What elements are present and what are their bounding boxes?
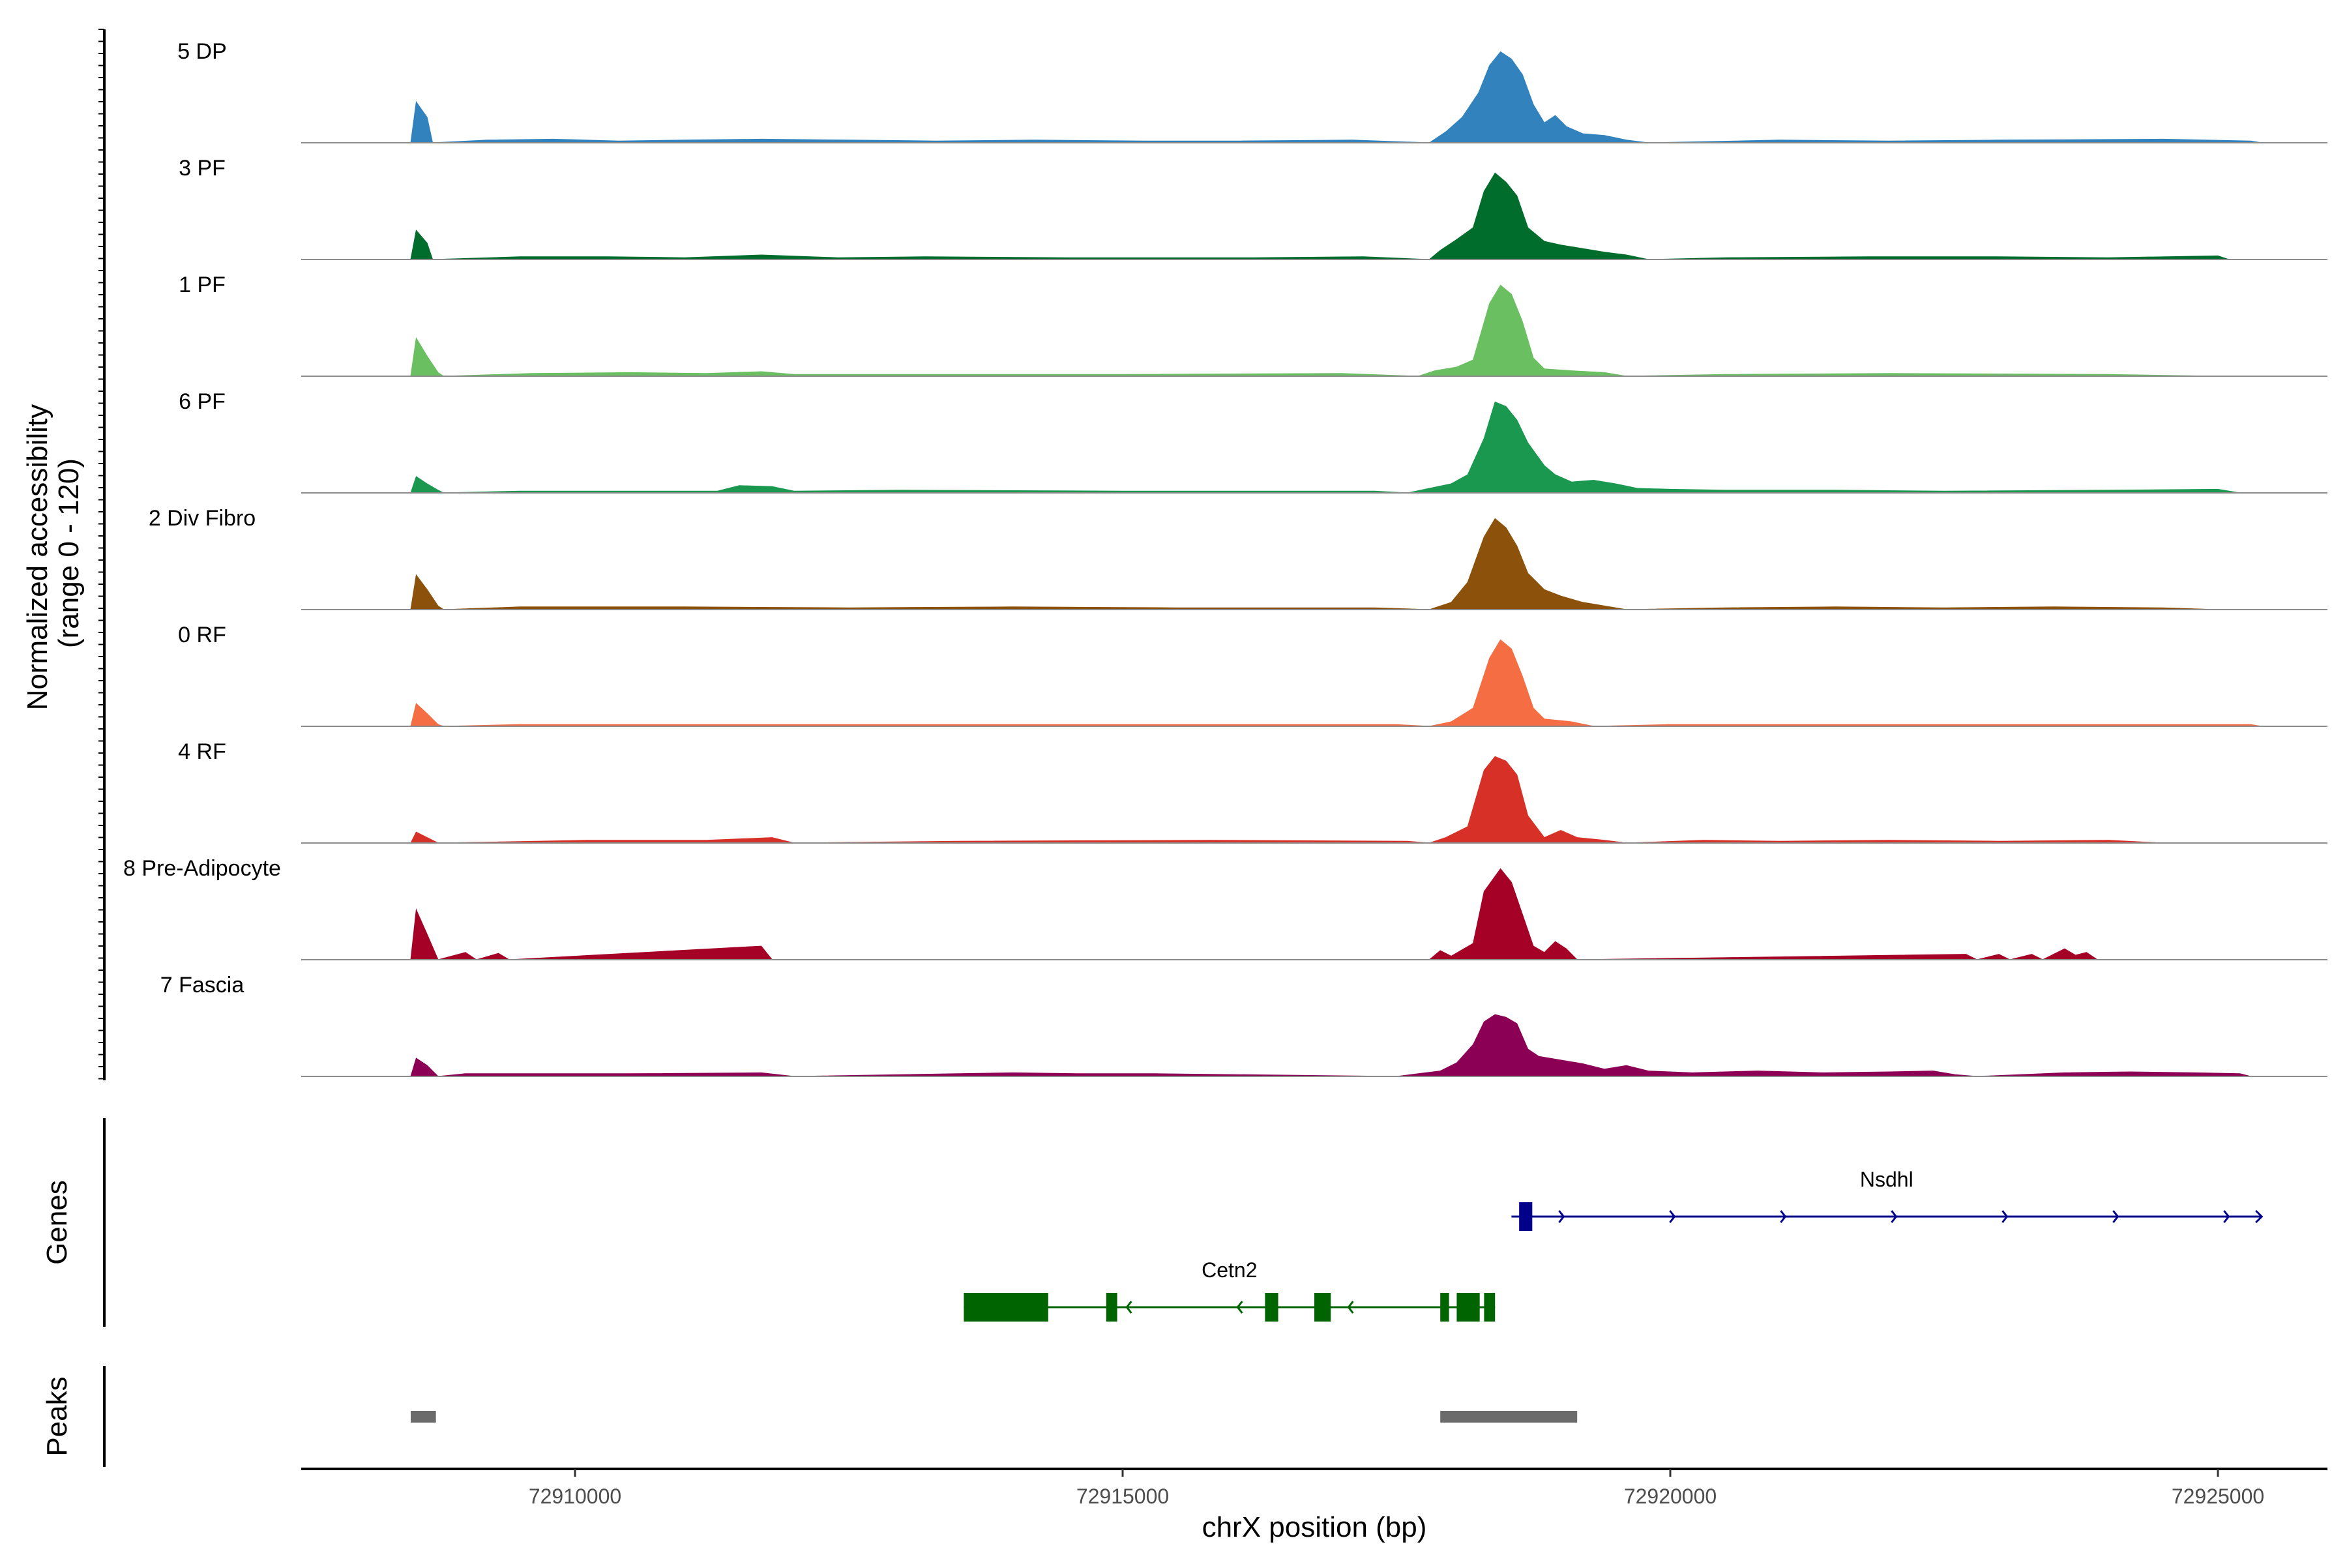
exon	[1484, 1293, 1496, 1322]
strand-arrow	[1347, 1301, 1354, 1314]
track-label: 6 PF	[179, 389, 226, 414]
track-label: 1 PF	[179, 273, 226, 297]
y-axis-title-line1: Normalized accessibility	[22, 404, 53, 710]
strand-arrow	[1780, 1210, 1787, 1223]
coverage-area	[410, 284, 2219, 377]
coverage-area	[410, 51, 2262, 143]
y-axis-title-line2: (range 0 - 120)	[53, 458, 85, 648]
strand-arrow	[1891, 1210, 1898, 1223]
gene-label: Nsdhl	[1860, 1168, 1913, 1191]
accessibility-tracks: 5 DP 3 PF 1 PF 6 PF 2 Div Fibro 0 RF 4 RF 8 Pre…	[98, 29, 2327, 1080]
track-8: 8 Pre-Adipocyte	[123, 856, 2327, 960]
coverage-area	[410, 172, 2229, 260]
gene-annotation-track: Nsdhl Cetn2	[103, 1118, 2264, 1327]
track-6: 0 RF	[178, 623, 2327, 727]
exon	[1314, 1293, 1331, 1322]
strand-arrow	[2255, 1209, 2264, 1224]
x-tick-label: 72910000	[529, 1485, 621, 1508]
track-label: 2 Div Fibro	[149, 506, 256, 531]
peaks-track-title: Peaks	[41, 1376, 73, 1456]
track-label: 3 PF	[179, 156, 226, 181]
strand-arrow	[2001, 1210, 2009, 1223]
strand-arrow	[1558, 1210, 1565, 1223]
x-tick-label: 72925000	[2172, 1485, 2264, 1508]
peak-bar	[1440, 1411, 1578, 1423]
x-tick-label: 72920000	[1624, 1485, 1717, 1508]
coverage-area	[410, 1014, 2251, 1077]
track-7: 4 RF	[178, 739, 2327, 844]
peaks-track	[103, 1366, 1578, 1467]
strand-arrow	[1125, 1301, 1132, 1314]
track-4: 6 PF	[179, 389, 2327, 494]
track-3: 1 PF	[179, 273, 2327, 377]
x-axis: 72910000 72915000 72920000 72925000	[301, 1468, 2327, 1508]
gene-label: Cetn2	[1202, 1258, 1257, 1282]
exon	[964, 1293, 1048, 1322]
coverage-area	[410, 639, 2262, 727]
track-1: 5 DP	[177, 39, 2327, 143]
coverage-area	[410, 756, 2164, 844]
x-axis-title: chrX position (bp)	[1202, 1511, 1427, 1543]
strand-arrow	[1669, 1210, 1676, 1223]
strand-arrow	[2112, 1210, 2119, 1223]
exon	[1106, 1293, 1117, 1322]
track-2: 3 PF	[179, 156, 2327, 260]
coverage-area	[410, 401, 2240, 494]
gene-cetn2: Cetn2	[964, 1258, 1496, 1322]
y-axis-title: Normalized accessibility (range 0 - 120)	[22, 396, 85, 711]
coverage-area	[410, 518, 2219, 610]
strand-arrow	[1236, 1301, 1243, 1314]
strand-arrow	[2223, 1210, 2230, 1223]
track-label: 8 Pre-Adipocyte	[123, 856, 281, 881]
track-label: 0 RF	[178, 623, 226, 647]
peak-bar	[411, 1411, 436, 1423]
track-label: 7 Fascia	[160, 973, 244, 998]
track-9: 7 Fascia	[160, 973, 2327, 1077]
track-5: 2 Div Fibro	[149, 506, 2327, 610]
coverage-area	[410, 868, 2099, 960]
x-tick-label: 72915000	[1076, 1485, 1169, 1508]
exon	[1440, 1293, 1449, 1322]
exon	[1456, 1293, 1480, 1322]
track-label: 4 RF	[178, 739, 226, 764]
exon	[1265, 1293, 1278, 1322]
genes-track-title: Genes	[41, 1180, 73, 1265]
gene-nsdhl: Nsdhl	[1511, 1168, 2264, 1231]
track-label: 5 DP	[177, 39, 227, 64]
exon	[1519, 1202, 1533, 1231]
